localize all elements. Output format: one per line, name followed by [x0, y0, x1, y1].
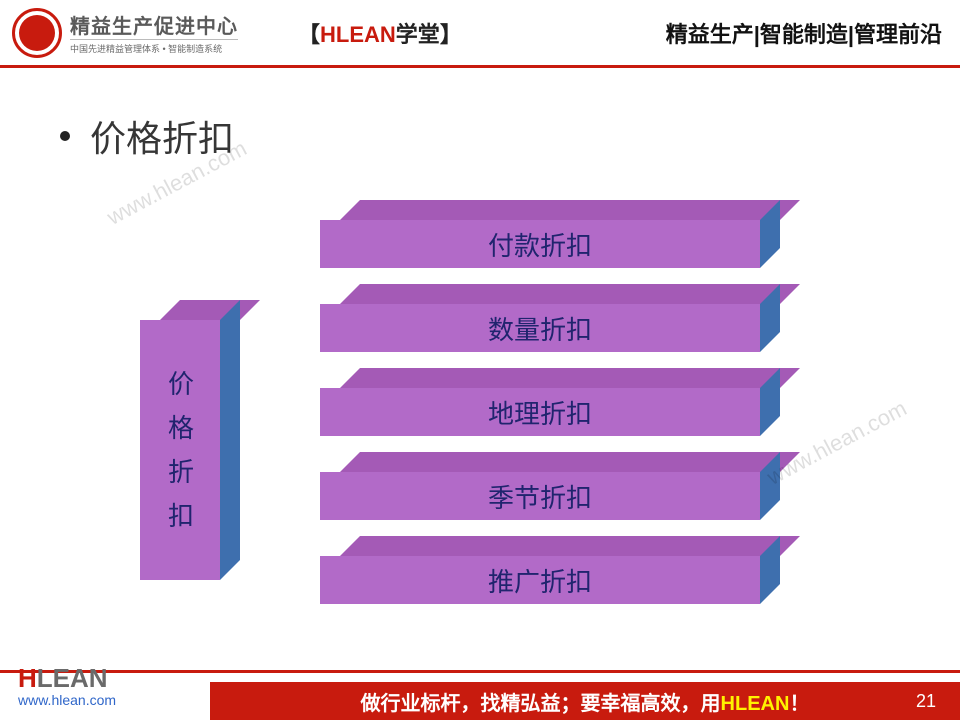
discount-block: 数量折扣 [320, 284, 780, 352]
footer-url: www.hlean.com [18, 692, 116, 708]
block-top-face [340, 368, 800, 388]
header-tail: 学堂 [396, 22, 440, 47]
block-top-face [340, 284, 800, 304]
logo-icon [12, 8, 62, 58]
block-side-face [220, 300, 240, 580]
block-label: 数量折扣 [320, 304, 760, 352]
block-label: 季节折扣 [320, 472, 760, 520]
logo-sub-text: 中国先进精益管理体系 • 智能制造系统 [70, 39, 238, 55]
block-label: 付款折扣 [320, 220, 760, 268]
footer-slogan-a: 做行业标杆，找精弘益；要幸福高效，用 [361, 693, 721, 715]
block-top-face [340, 536, 800, 556]
logo-main-text: 精益生产促进中心 [70, 10, 238, 39]
footer-slogan-b: HLEAN [721, 693, 790, 715]
category-block: 价格折扣 [140, 300, 240, 580]
block-top-face [340, 452, 800, 472]
page-number: 21 [916, 691, 936, 712]
bullet-dot-icon [60, 131, 70, 141]
block-label: 推广折扣 [320, 556, 760, 604]
slide-header: 精益生产促进中心 中国先进精益管理体系 • 智能制造系统 【HLEAN学堂】 精… [0, 0, 960, 68]
discount-block: 付款折扣 [320, 200, 780, 268]
footer-slogan: 做行业标杆，找精弘益；要幸福高效，用HLEAN！ [361, 687, 810, 716]
header-brand: HLEAN [320, 22, 396, 47]
block-top-face [340, 200, 800, 220]
slide-footer: HLEAN www.hlean.com 做行业标杆，找精弘益；要幸福高效，用HL… [0, 670, 960, 720]
bullet-text: 价格折扣 [90, 110, 234, 162]
bracket-open: 【 [298, 22, 320, 47]
block-label: 地理折扣 [320, 388, 760, 436]
footer-brand-lean: LEAN [37, 663, 108, 693]
block-top-face [160, 300, 260, 320]
footer-brand-h: H [18, 663, 37, 693]
footer-brand: HLEAN www.hlean.com [18, 663, 116, 708]
discount-block: 地理折扣 [320, 368, 780, 436]
footer-slogan-c: ！ [789, 693, 809, 715]
bracket-close: 】 [440, 22, 462, 47]
header-center: 【HLEAN学堂】 [298, 17, 462, 49]
bullet-row: 价格折扣 [60, 110, 234, 162]
discount-block: 推广折扣 [320, 536, 780, 604]
footer-bar: 做行业标杆，找精弘益；要幸福高效，用HLEAN！ 21 [210, 682, 960, 720]
logo: 精益生产促进中心 中国先进精益管理体系 • 智能制造系统 [12, 8, 238, 58]
header-right: 精益生产|智能制造|管理前沿 [666, 17, 942, 49]
discount-diagram: 价格折扣 付款折扣数量折扣地理折扣季节折扣推广折扣 [0, 200, 960, 640]
discount-block: 季节折扣 [320, 452, 780, 520]
block-label: 价格折扣 [140, 320, 220, 580]
